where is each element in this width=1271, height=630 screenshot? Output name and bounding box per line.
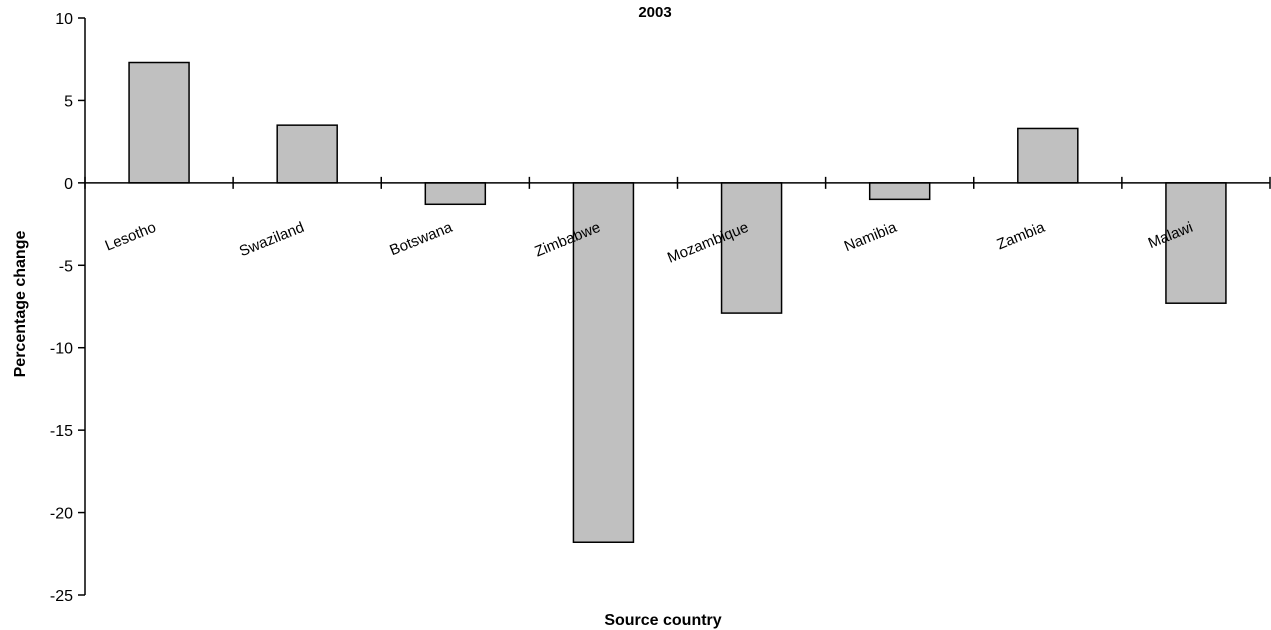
x-tick-label: Swaziland <box>237 219 307 260</box>
y-tick-label: -20 <box>50 506 73 523</box>
y-tick-label: -5 <box>59 258 73 275</box>
y-tick-label: -25 <box>50 588 73 605</box>
x-tick-label: Lesotho <box>103 219 159 255</box>
chart-title: 2003 <box>638 4 671 21</box>
y-axis-title: Percentage change <box>12 231 29 378</box>
bar-zimbabwe <box>572 182 635 543</box>
x-tick-label: Namibia <box>842 219 900 256</box>
x-axis <box>84 176 1271 189</box>
x-axis-title: Source country <box>604 612 721 629</box>
bars-group <box>128 61 1227 543</box>
y-tick-label: 10 <box>55 11 73 28</box>
bar-mozambique <box>720 182 783 314</box>
y-tick-label: -15 <box>50 423 73 440</box>
bar-malawi <box>1165 182 1227 304</box>
bar-zambia <box>1017 127 1079 184</box>
bar-lesotho <box>128 61 190 184</box>
y-tick-label: 5 <box>64 93 73 110</box>
y-axis: 10 5 0 -5 -10 -15 -20 -25 <box>50 11 86 605</box>
category-labels: Lesotho Swaziland Botswana Zimbabwe Mozambiq… <box>103 219 1196 267</box>
y-tick-label: -10 <box>50 341 73 358</box>
x-tick-label: Zambia <box>994 219 1047 254</box>
bar-namibia <box>868 182 931 201</box>
bar-botswana <box>424 182 487 206</box>
bar-swaziland <box>276 124 338 184</box>
y-tick-label: 0 <box>64 176 73 193</box>
x-tick-label: Botswana <box>387 219 455 260</box>
